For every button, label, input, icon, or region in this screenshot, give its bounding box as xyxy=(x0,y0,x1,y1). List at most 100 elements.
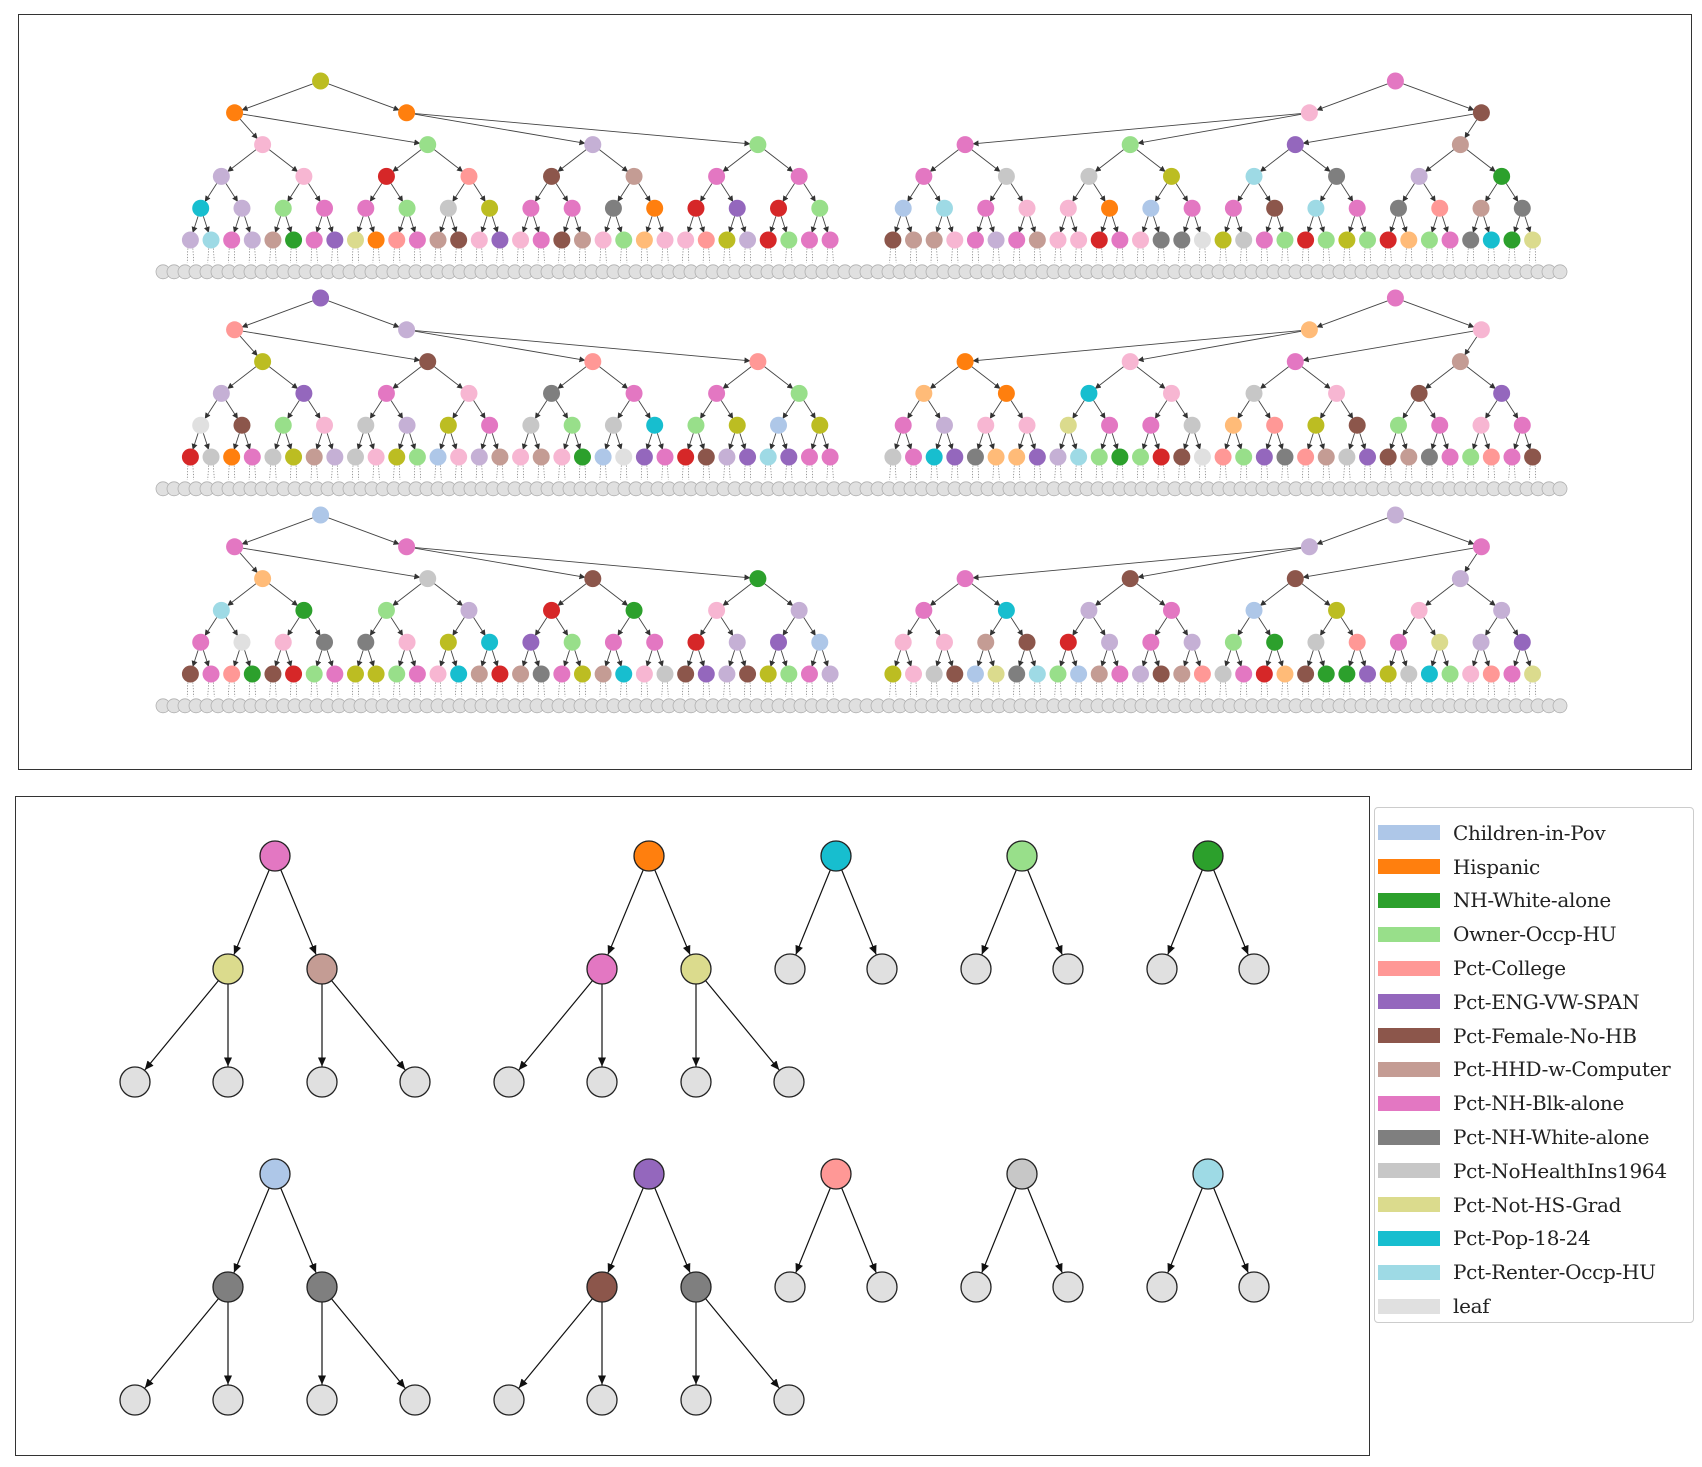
tree-edge xyxy=(1033,465,1036,480)
tree-node xyxy=(687,416,705,434)
tree-edge xyxy=(1013,248,1015,263)
tree-edge xyxy=(316,248,318,263)
motif-diagram xyxy=(119,840,1270,1416)
tree-node xyxy=(450,231,468,249)
tree-node xyxy=(398,321,416,339)
legend-swatch xyxy=(1378,1163,1440,1179)
tree-node xyxy=(821,448,839,466)
tree-node xyxy=(1101,633,1119,651)
tree-node xyxy=(439,633,457,651)
tree-node xyxy=(1462,665,1480,683)
tree-edge xyxy=(413,465,416,480)
tree-edge xyxy=(331,248,333,263)
tree-edge xyxy=(308,183,321,202)
tree-edge xyxy=(191,216,199,233)
motif-root-node xyxy=(820,1158,852,1190)
tree-edge xyxy=(1403,83,1475,111)
tree-edge xyxy=(295,682,298,697)
tree-node xyxy=(625,384,643,402)
tree-edge xyxy=(269,583,298,606)
tree-edge xyxy=(390,400,403,419)
tree-edge xyxy=(661,682,663,697)
tree-node xyxy=(1451,136,1469,154)
tree-node xyxy=(419,353,437,371)
tree-edge xyxy=(186,248,189,263)
motif-child-node xyxy=(306,1271,338,1303)
tree-edge xyxy=(254,465,256,480)
tree-edge xyxy=(1137,113,1302,146)
tree-edge xyxy=(1316,83,1388,111)
tree-edge xyxy=(1402,400,1415,419)
tree-edge xyxy=(310,248,313,263)
tree-node xyxy=(1235,448,1253,466)
motif-edge xyxy=(280,1187,317,1273)
motif-leaf-node xyxy=(399,1066,431,1098)
tree-edge xyxy=(722,149,752,172)
tree-node xyxy=(285,448,303,466)
legend-item: Children-in-Pov xyxy=(1375,816,1693,850)
tree-edge xyxy=(522,465,525,480)
tree-edge xyxy=(1505,617,1519,636)
tree-edge xyxy=(780,433,788,450)
tree-edge xyxy=(1010,617,1023,636)
tree-edge xyxy=(894,650,902,667)
tree-edge xyxy=(232,650,240,667)
tree-node xyxy=(223,231,241,249)
tree-node xyxy=(935,416,953,434)
tree-node xyxy=(264,231,282,249)
legend-label: Pct-College xyxy=(1453,956,1566,981)
tree-edge xyxy=(248,248,251,263)
tree-edge xyxy=(749,682,752,697)
tree-node xyxy=(1482,448,1500,466)
forest-tree xyxy=(155,72,1568,280)
tree-edge xyxy=(558,682,560,697)
tree-edge xyxy=(213,682,215,697)
tree-edge xyxy=(989,617,1003,636)
tree-edge xyxy=(419,248,421,263)
tree-edge xyxy=(1095,682,1098,697)
tree-edge xyxy=(1198,248,1201,263)
tree-edge xyxy=(764,583,794,606)
tree-node xyxy=(491,448,509,466)
tree-edge xyxy=(578,465,581,480)
legend-label: Children-in-Pov xyxy=(1453,820,1606,845)
tree-edge xyxy=(1075,682,1077,697)
tree-edge xyxy=(1141,650,1149,667)
tree-edge xyxy=(351,682,354,697)
tree-edge xyxy=(1390,248,1392,263)
tree-edge xyxy=(1529,682,1531,697)
tree-node xyxy=(997,167,1015,185)
tree-node xyxy=(708,167,726,185)
tree-node xyxy=(1410,167,1428,185)
tree-node xyxy=(1431,633,1449,651)
tree-edge xyxy=(1260,248,1263,263)
tree-edge xyxy=(782,617,795,636)
tree-edge xyxy=(1389,433,1397,450)
tree-edge xyxy=(1472,248,1475,263)
legend-label: Pct-ENG-VW-SPAN xyxy=(1453,989,1640,1014)
tree-edge xyxy=(1369,248,1372,263)
motif-child-node xyxy=(586,953,618,985)
tree-node xyxy=(1513,633,1531,651)
tree-node xyxy=(226,321,244,339)
tree-node xyxy=(915,601,933,619)
tree-edge xyxy=(957,465,959,480)
tree-node xyxy=(1493,167,1511,185)
tree-node xyxy=(312,289,330,307)
tree-node xyxy=(491,231,509,249)
motif-root-node xyxy=(1192,1158,1224,1190)
tree-edge xyxy=(480,650,488,667)
tree-node xyxy=(1193,448,1211,466)
tree-edge xyxy=(1142,248,1145,263)
tree-edge xyxy=(930,465,932,480)
tree-edge xyxy=(1154,183,1168,202)
tree-node xyxy=(708,384,726,402)
tree-edge xyxy=(1240,682,1242,697)
tree-node xyxy=(1049,231,1067,249)
tree-edge xyxy=(192,248,194,263)
tree-node xyxy=(800,665,818,683)
tree-edge xyxy=(372,682,374,697)
tree-edge xyxy=(1410,248,1413,263)
tree-edge xyxy=(1464,119,1478,139)
tree-edge xyxy=(1306,216,1314,233)
